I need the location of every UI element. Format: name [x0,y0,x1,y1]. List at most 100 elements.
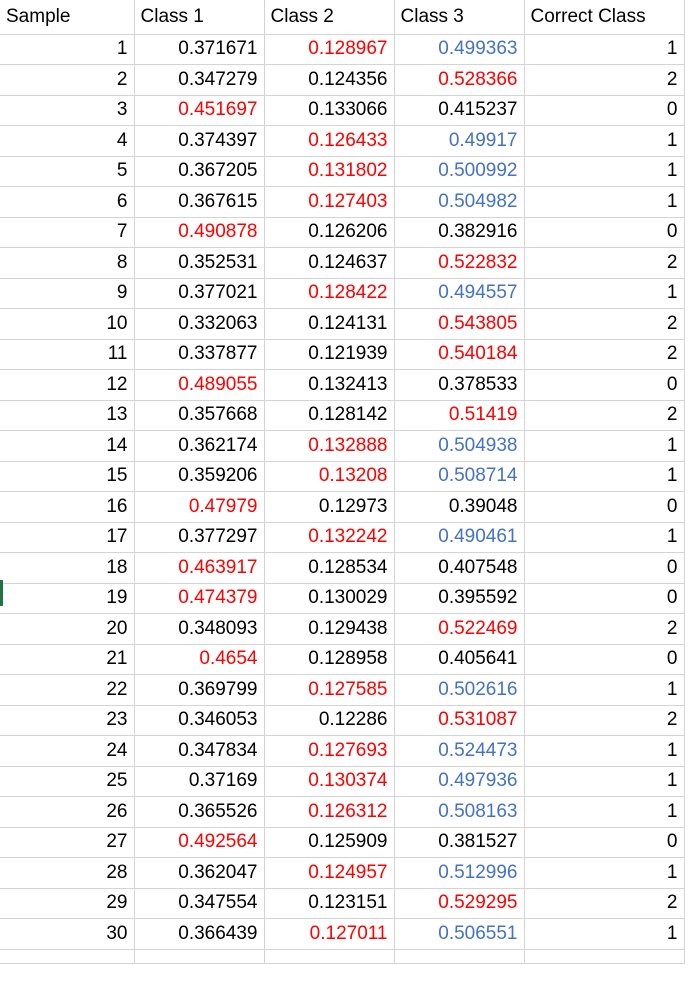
cell-correct-class[interactable]: 0 [524,369,685,401]
cell-class-1[interactable]: 0.463917 [134,552,265,584]
cell-sample[interactable]: 19 [0,583,135,614]
cell-correct-class[interactable]: 1 [524,186,685,218]
cell-sample[interactable]: 6 [0,186,135,218]
cell-sample[interactable]: 22 [0,674,135,706]
header-sample[interactable]: Sample [0,0,135,35]
cell-sample[interactable]: 12 [0,369,135,401]
cell-class-2[interactable]: 0.130374 [264,766,395,797]
cell-correct-class[interactable]: 1 [524,461,685,492]
cell-class-3[interactable]: 0.528366 [394,64,525,96]
cell-sample[interactable]: 2 [0,64,135,96]
cell-class-3[interactable]: 0.497936 [394,766,525,797]
cell-class-3[interactable]: 0.405641 [394,644,525,675]
cell-sample[interactable]: 13 [0,400,135,431]
cell-class-1[interactable]: 0.47979 [134,491,265,523]
cell-class-1[interactable]: 0.374397 [134,125,265,157]
cell-sample[interactable]: 1 [0,34,135,65]
cell-correct-class[interactable]: 1 [524,735,685,767]
cell-class-2[interactable]: 0.124131 [264,308,395,340]
cell-correct-class[interactable]: 0 [524,644,685,675]
cell-sample[interactable]: 5 [0,156,135,187]
cell-correct-class[interactable]: 1 [524,278,685,309]
cell-sample[interactable]: 4 [0,125,135,157]
empty-cell[interactable] [134,949,265,964]
cell-sample[interactable]: 26 [0,796,135,828]
header-correct-class[interactable]: Correct Class [524,0,685,35]
cell-correct-class[interactable]: 0 [524,95,685,126]
cell-correct-class[interactable]: 0 [524,583,685,614]
cell-correct-class[interactable]: 0 [524,217,685,248]
cell-class-1[interactable]: 0.377297 [134,522,265,553]
cell-class-3[interactable]: 0.543805 [394,308,525,340]
cell-correct-class[interactable]: 1 [524,125,685,157]
cell-correct-class[interactable]: 1 [524,522,685,553]
cell-sample[interactable]: 15 [0,461,135,492]
cell-class-2[interactable]: 0.132413 [264,369,395,401]
cell-sample[interactable]: 24 [0,735,135,767]
cell-correct-class[interactable]: 1 [524,766,685,797]
header-class-1[interactable]: Class 1 [134,0,265,35]
cell-class-1[interactable]: 0.474379 [134,583,265,614]
cell-sample[interactable]: 3 [0,95,135,126]
cell-correct-class[interactable]: 2 [524,64,685,96]
cell-correct-class[interactable]: 1 [524,796,685,828]
cell-class-2[interactable]: 0.126433 [264,125,395,157]
cell-class-3[interactable]: 0.504938 [394,430,525,462]
cell-class-2[interactable]: 0.132888 [264,430,395,462]
cell-class-2[interactable]: 0.124637 [264,247,395,279]
cell-correct-class[interactable]: 1 [524,156,685,187]
cell-class-1[interactable]: 0.337877 [134,339,265,370]
cell-class-3[interactable]: 0.381527 [394,827,525,858]
cell-class-1[interactable]: 0.352531 [134,247,265,279]
cell-class-1[interactable]: 0.347279 [134,64,265,96]
cell-class-2[interactable]: 0.124356 [264,64,395,96]
cell-class-1[interactable]: 0.348093 [134,613,265,645]
cell-class-3[interactable]: 0.524473 [394,735,525,767]
cell-class-3[interactable]: 0.395592 [394,583,525,614]
cell-correct-class[interactable]: 0 [524,552,685,584]
cell-class-2[interactable]: 0.123151 [264,888,395,919]
cell-class-1[interactable]: 0.362174 [134,430,265,462]
cell-class-1[interactable]: 0.4654 [134,644,265,675]
cell-class-3[interactable]: 0.494557 [394,278,525,309]
cell-correct-class[interactable]: 1 [524,674,685,706]
cell-sample[interactable]: 30 [0,918,135,950]
cell-correct-class[interactable]: 1 [524,857,685,889]
cell-class-2[interactable]: 0.127693 [264,735,395,767]
empty-cell[interactable] [264,949,395,964]
cell-class-2[interactable]: 0.128142 [264,400,395,431]
cell-class-2[interactable]: 0.127403 [264,186,395,218]
cell-correct-class[interactable]: 2 [524,400,685,431]
empty-cell[interactable] [394,949,525,964]
cell-class-3[interactable]: 0.49917 [394,125,525,157]
cell-sample[interactable]: 28 [0,857,135,889]
cell-class-3[interactable]: 0.506551 [394,918,525,950]
cell-correct-class[interactable]: 2 [524,339,685,370]
cell-class-3[interactable]: 0.415237 [394,95,525,126]
cell-class-1[interactable]: 0.489055 [134,369,265,401]
cell-class-2[interactable]: 0.13208 [264,461,395,492]
cell-class-3[interactable]: 0.382916 [394,217,525,248]
cell-class-2[interactable]: 0.133066 [264,95,395,126]
cell-class-2[interactable]: 0.125909 [264,827,395,858]
cell-class-3[interactable]: 0.499363 [394,34,525,65]
cell-class-1[interactable]: 0.347554 [134,888,265,919]
cell-class-1[interactable]: 0.359206 [134,461,265,492]
cell-class-1[interactable]: 0.451697 [134,95,265,126]
cell-sample[interactable]: 20 [0,613,135,645]
cell-class-1[interactable]: 0.362047 [134,857,265,889]
cell-class-3[interactable]: 0.540184 [394,339,525,370]
cell-class-1[interactable]: 0.332063 [134,308,265,340]
cell-class-2[interactable]: 0.127011 [264,918,395,950]
cell-class-1[interactable]: 0.377021 [134,278,265,309]
cell-correct-class[interactable]: 0 [524,827,685,858]
cell-class-1[interactable]: 0.371671 [134,34,265,65]
cell-correct-class[interactable]: 1 [524,918,685,950]
cell-class-3[interactable]: 0.529295 [394,888,525,919]
cell-sample[interactable]: 27 [0,827,135,858]
cell-class-2[interactable]: 0.12973 [264,491,395,523]
cell-sample[interactable]: 17 [0,522,135,553]
cell-correct-class[interactable]: 2 [524,705,685,736]
cell-class-3[interactable]: 0.500992 [394,156,525,187]
cell-class-2[interactable]: 0.128422 [264,278,395,309]
